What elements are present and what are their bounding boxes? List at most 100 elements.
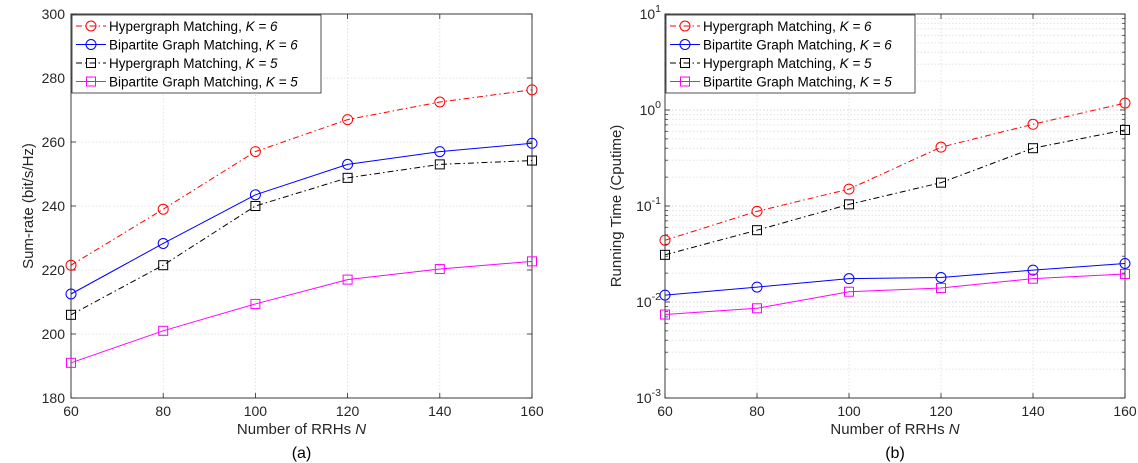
- panel-caption: (a): [292, 445, 312, 462]
- x-tick-label: 160: [520, 403, 544, 419]
- legend-label: Bipartite Graph Matching, K = 5: [109, 75, 298, 90]
- legend-entry: Bipartite Graph Matching, K = 5: [670, 75, 892, 90]
- x-tick-label: 120: [336, 403, 360, 419]
- legend-marker: [86, 58, 96, 68]
- data-point: [65, 259, 77, 271]
- legend-entry: Hypergraph Matching, K = 5: [670, 56, 872, 71]
- data-point: [157, 237, 169, 249]
- panel-caption: (b): [885, 445, 905, 462]
- legend: Hypergraph Matching, K = 6 Bipartite Grap…: [71, 14, 322, 94]
- legend-marker: [85, 20, 97, 32]
- series-line: [664, 262, 1126, 296]
- data-point: [434, 96, 446, 108]
- y-tick-label: 10-1: [636, 195, 661, 214]
- data-point: [659, 289, 671, 301]
- data-point: [751, 205, 763, 217]
- y-tick-label: 100: [640, 99, 662, 118]
- x-tick-label: 140: [1021, 403, 1045, 419]
- chart-panel-a: 60 80 100 120 140 160 180 200 220 240 260 280 300 Num…: [20, 6, 544, 462]
- legend-marker: [679, 39, 691, 50]
- series-4: [66, 256, 537, 368]
- legend-box: [665, 14, 916, 94]
- legend-marker: [680, 58, 690, 68]
- data-point: [157, 203, 169, 215]
- series-3: [66, 155, 537, 320]
- y-tick-label: 260: [42, 134, 66, 150]
- data-point: [342, 172, 353, 183]
- legend-label: Hypergraph Matching, K = 6: [109, 19, 278, 34]
- data-point: [526, 137, 538, 149]
- y-tick-label: 10-3: [636, 387, 661, 406]
- series-2: [659, 257, 1131, 301]
- legend-entry: Bipartite Graph Matching, K = 6: [76, 38, 298, 53]
- data-point: [844, 286, 854, 297]
- legend: Hypergraph Matching, K = 6 Bipartite Grap…: [665, 14, 916, 94]
- series-line: [70, 142, 533, 295]
- series-4: [660, 268, 1130, 320]
- data-point: [843, 273, 855, 285]
- legend-marker: [679, 20, 691, 32]
- data-point: [434, 159, 445, 170]
- x-tick-label: 60: [63, 403, 79, 419]
- ticks: 60 80 100 120 140 160 10-3 10-2 10-1 100 101: [636, 3, 1137, 419]
- data-point: [935, 141, 947, 153]
- ticks: 60 80 100 120 140 160 180 200 220 240 260 280 300: [42, 6, 544, 419]
- legend-label: Bipartite Graph Matching, K = 6: [703, 38, 892, 53]
- data-point: [752, 225, 762, 236]
- data-point: [434, 146, 446, 158]
- data-point: [659, 234, 671, 246]
- data-point: [65, 288, 77, 300]
- series-line: [70, 260, 533, 364]
- data-point: [342, 114, 354, 126]
- data-point: [66, 309, 76, 320]
- data-point: [1027, 264, 1039, 276]
- data-point: [434, 264, 445, 275]
- data-point: [843, 183, 855, 195]
- data-point: [527, 256, 537, 267]
- x-axis-label: Number of RRHs N: [237, 421, 366, 438]
- data-point: [526, 84, 538, 96]
- data-point: [1027, 118, 1039, 130]
- x-tick-label: 120: [929, 403, 953, 419]
- y-tick-label: 220: [42, 262, 66, 278]
- data-point: [1120, 124, 1130, 135]
- legend-entry: Hypergraph Matching, K = 5: [76, 56, 278, 71]
- legend-label: Bipartite Graph Matching, K = 6: [109, 38, 298, 53]
- x-tick-label: 100: [837, 403, 861, 419]
- legend-marker: [85, 39, 97, 50]
- y-axis-label: Running Time (Cputime): [608, 125, 625, 288]
- series-line: [664, 273, 1126, 316]
- data-point: [752, 303, 762, 314]
- data-point: [158, 325, 169, 336]
- x-tick-label: 160: [1113, 403, 1137, 419]
- data-point: [342, 274, 353, 285]
- x-axis-label: Number of RRHs N: [830, 421, 959, 438]
- legend-label: Hypergraph Matching, K = 6: [703, 19, 872, 34]
- legend-entry: Bipartite Graph Matching, K = 6: [670, 38, 892, 53]
- legend-label: Bipartite Graph Matching, K = 5: [703, 75, 892, 90]
- legend-entry: Hypergraph Matching, K = 6: [670, 19, 872, 34]
- data-point: [1119, 257, 1131, 269]
- x-tick-label: 100: [244, 403, 268, 419]
- legend-marker: [86, 76, 96, 87]
- data-point: [250, 298, 261, 309]
- data-point: [936, 282, 946, 293]
- data-point: [1028, 273, 1038, 284]
- data-point: [249, 146, 261, 158]
- legend-entry: Hypergraph Matching, K = 6: [76, 19, 278, 34]
- data-point: [660, 309, 670, 320]
- y-tick-label: 300: [42, 6, 66, 22]
- x-tick-label: 80: [749, 403, 765, 419]
- y-tick-label: 10-2: [636, 291, 661, 310]
- data-point: [250, 201, 261, 211]
- data-point: [249, 189, 261, 201]
- data-point: [935, 271, 947, 283]
- chart-panel-b: 60 80 100 120 140 160 10-3 10-2 10-1 100 101 Number…: [608, 3, 1137, 462]
- x-tick-label: 80: [155, 403, 171, 419]
- data-point: [1120, 268, 1130, 279]
- series-3: [660, 124, 1130, 260]
- legend-label: Hypergraph Matching, K = 5: [109, 56, 278, 71]
- y-tick-label: 180: [42, 390, 66, 406]
- data-point: [844, 199, 854, 210]
